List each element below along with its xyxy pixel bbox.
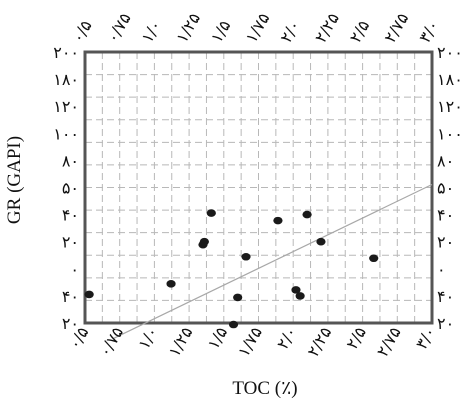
y-tick-label-right: ۱۰۰ xyxy=(437,124,463,143)
data-point xyxy=(84,290,94,299)
x-tick-label-top: ۰/۷۵ xyxy=(103,10,135,46)
data-point xyxy=(273,216,283,225)
x-tick-label: ۱/۷۵ xyxy=(234,324,266,360)
y-tick-label-right: ۸۰ xyxy=(437,151,454,170)
y-tick-label-right: ۵۰ xyxy=(437,179,454,198)
y-tick-label: ۵۰ xyxy=(62,179,79,198)
y-tick-label: ۰ xyxy=(70,260,79,279)
x-tick-label-top: ۲/۲۵ xyxy=(311,10,343,46)
y-tick-label: ۲۰ xyxy=(62,233,79,252)
x-ticks-bottom: ۰/۵ ۰/۷۵ ۱/۰ ۱/۲۵ ۱/۵ ۱/۷۵ ۲/۰ ۲/۲۵ ۲/۵ ۲/۷۵ ۳/۰ xyxy=(65,324,440,360)
data-point xyxy=(228,320,239,329)
y-tick-label-right: ۱۲۰ xyxy=(437,97,463,116)
trend-line xyxy=(112,183,433,340)
x-tick-label: ۲/۰ xyxy=(273,324,301,353)
x-tick-label-top: ۱/۰ xyxy=(137,17,165,46)
x-tick-label: ۱/۰ xyxy=(134,324,162,353)
y-tick-label-right: ۴۰ xyxy=(437,206,454,225)
y-tick-label-right: ۱۸۰ xyxy=(437,70,463,89)
y-tick-label: ۴۰ xyxy=(62,287,79,306)
x-tick-label: ۲/۷۵ xyxy=(373,324,405,360)
y-axis-title: GR (GAPI) xyxy=(4,136,25,224)
data-point xyxy=(241,252,251,261)
x-tick-label: ۲/۲۵ xyxy=(303,324,335,360)
data-point xyxy=(295,292,305,300)
x-tick-label-top: ۱/۷۵ xyxy=(242,10,274,46)
x-tick-label: ۱/۵ xyxy=(204,324,232,353)
x-tick-label: ۳/۰ xyxy=(412,324,440,353)
y-tick-label: ۴۰ xyxy=(62,206,79,225)
x-tick-label: ۲/۵ xyxy=(342,324,370,353)
y-tick-label: ۱۲۰ xyxy=(53,97,79,116)
x-axis-title: TOC (٪) xyxy=(232,378,297,399)
x-tick-label-top: ۱/۵ xyxy=(207,17,235,46)
y-tick-label-right: ۰ xyxy=(437,260,446,279)
x-tick-label-top: ۳/۰ xyxy=(415,17,443,46)
x-tick-label: ۱/۲۵ xyxy=(165,324,197,360)
data-point xyxy=(291,286,301,294)
y-tick-label: ۱۰۰ xyxy=(53,124,79,143)
y-tick-label-right: ۴۰ xyxy=(437,287,454,306)
x-tick-label-top: ۲/۰ xyxy=(276,17,304,46)
data-point xyxy=(166,280,176,288)
plot-frame xyxy=(83,50,434,325)
y-tick-label: ۲۰ xyxy=(62,314,79,333)
y-tick-label: ۲۰۰ xyxy=(53,43,79,62)
grid-lines xyxy=(85,52,432,323)
data-point xyxy=(206,209,216,217)
x-tick-label-top: ۲/۵ xyxy=(346,17,374,46)
data-points xyxy=(84,209,379,329)
x-ticks-top: ۰/۵ ۰/۷۵ ۱/۰ ۱/۲۵ ۱/۵ ۱/۷۵ ۲/۰ ۲/۲۵ ۲/۵ ۲/۷۵ ۳/۰ xyxy=(68,10,443,46)
y-tick-label: ۸۰ xyxy=(62,151,79,170)
data-point xyxy=(233,293,243,302)
x-tick-label-top: ۲/۷۵ xyxy=(380,10,412,46)
x-tick-label: ۰/۷۵ xyxy=(95,324,127,360)
y-tick-label-right: ۲۰۰ xyxy=(437,43,463,62)
y-tick-label: ۱۸۰ xyxy=(53,70,79,89)
data-point xyxy=(316,237,326,246)
y-tick-label-right: ۲۰ xyxy=(437,314,454,333)
y-tick-label-right: ۲۰ xyxy=(437,233,454,252)
data-point xyxy=(199,237,209,246)
data-point xyxy=(302,210,312,219)
x-tick-label-top: ۱/۲۵ xyxy=(172,10,204,46)
data-point xyxy=(369,254,379,263)
x-tick-label-top: ۰/۵ xyxy=(68,17,96,46)
